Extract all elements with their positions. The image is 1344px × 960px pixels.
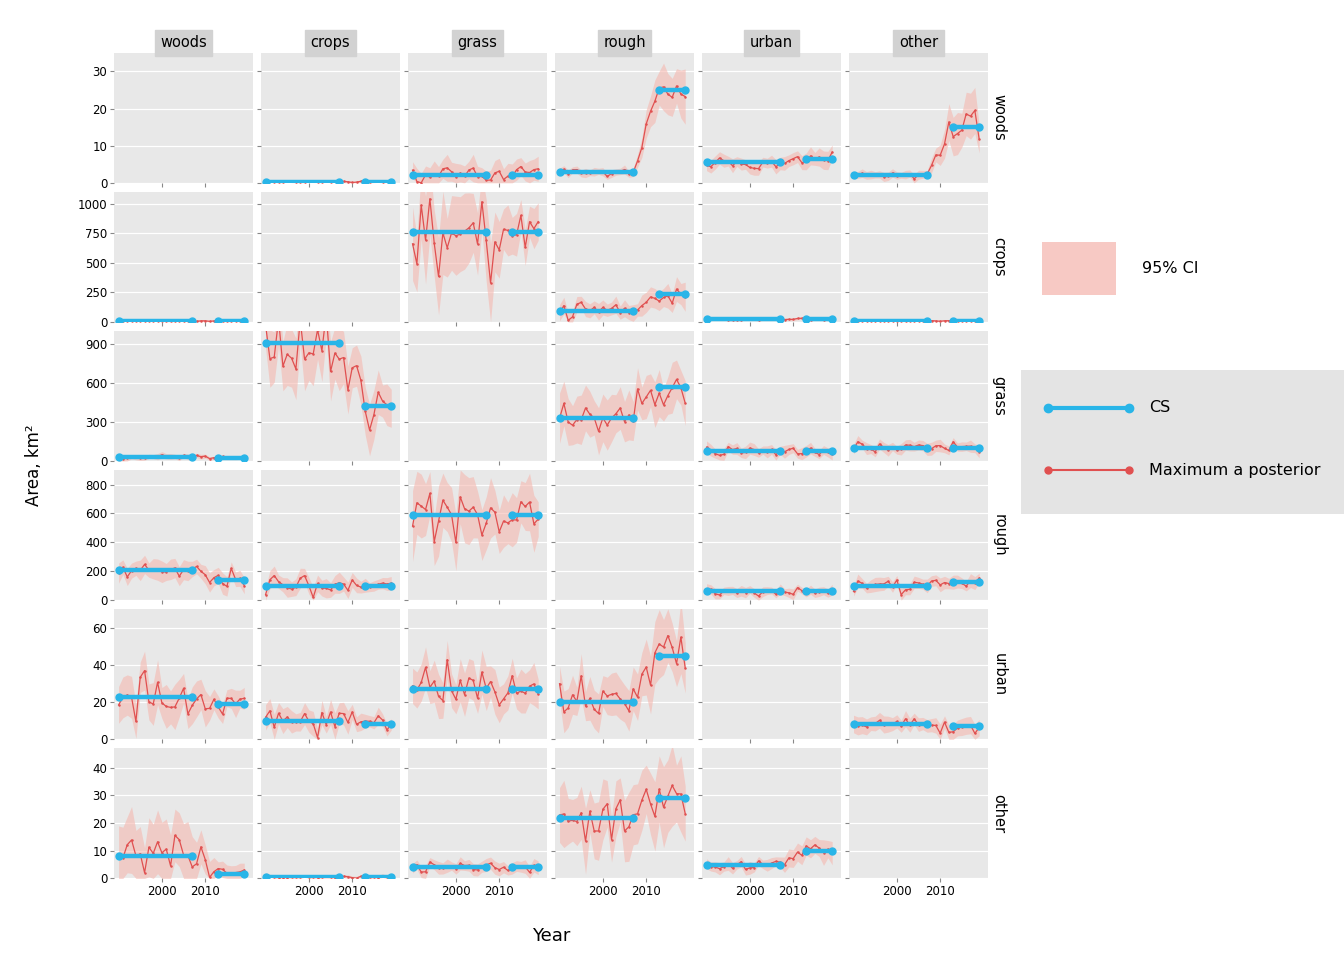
Title: urban: urban [750, 36, 793, 50]
Y-axis label: woods: woods [992, 94, 1007, 141]
Text: Year: Year [532, 927, 570, 945]
Y-axis label: crops: crops [992, 237, 1007, 276]
Text: CS: CS [1149, 400, 1171, 416]
Text: 95% CI: 95% CI [1142, 261, 1199, 276]
Y-axis label: rough: rough [992, 514, 1007, 557]
Title: rough: rough [603, 36, 646, 50]
Y-axis label: other: other [992, 794, 1007, 833]
Title: woods: woods [160, 36, 207, 50]
Text: Area, km²: Area, km² [24, 424, 43, 507]
Title: other: other [899, 36, 938, 50]
Title: grass: grass [457, 36, 497, 50]
Y-axis label: urban: urban [992, 653, 1007, 696]
Title: crops: crops [310, 36, 351, 50]
Y-axis label: grass: grass [992, 376, 1007, 416]
Text: Maximum a posterior: Maximum a posterior [1149, 463, 1321, 478]
